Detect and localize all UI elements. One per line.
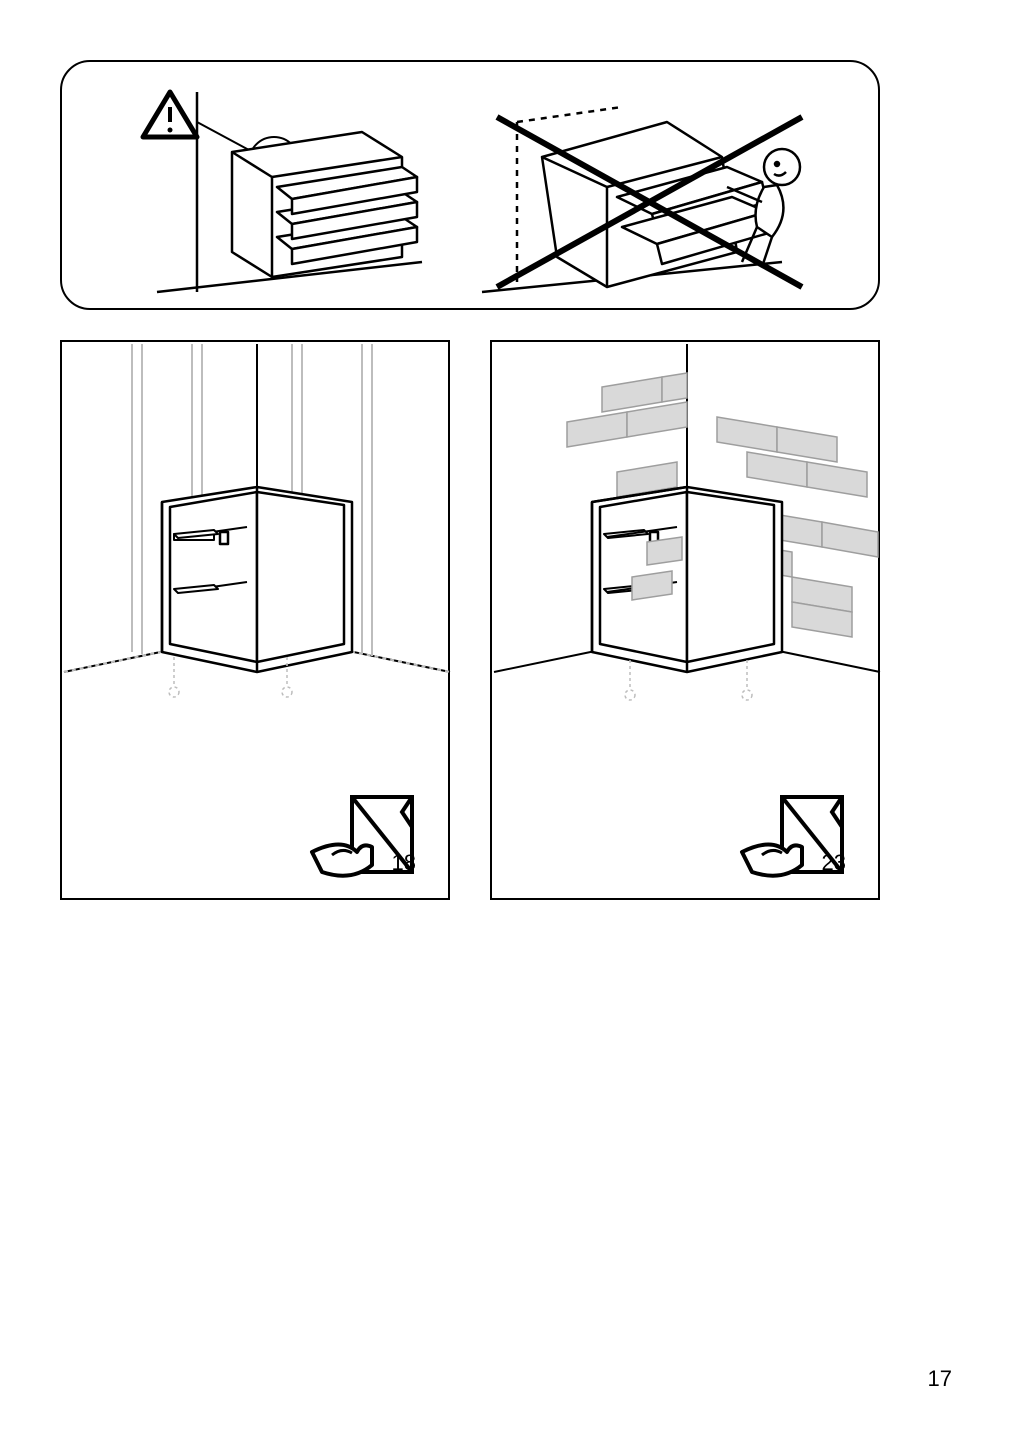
left-reference-number: 18 [392, 850, 416, 876]
brick-wall-panel: 23 [490, 340, 880, 900]
warning-panel [60, 60, 880, 310]
right-reference-number: 23 [822, 850, 846, 876]
dresser-anchored [157, 92, 422, 292]
dresser-tipping [482, 107, 802, 292]
warning-icon [143, 92, 197, 137]
instruction-page: 18 [0, 0, 1012, 1432]
page-number: 17 [928, 1366, 952, 1392]
stud-wall-panel: 18 [60, 340, 450, 900]
